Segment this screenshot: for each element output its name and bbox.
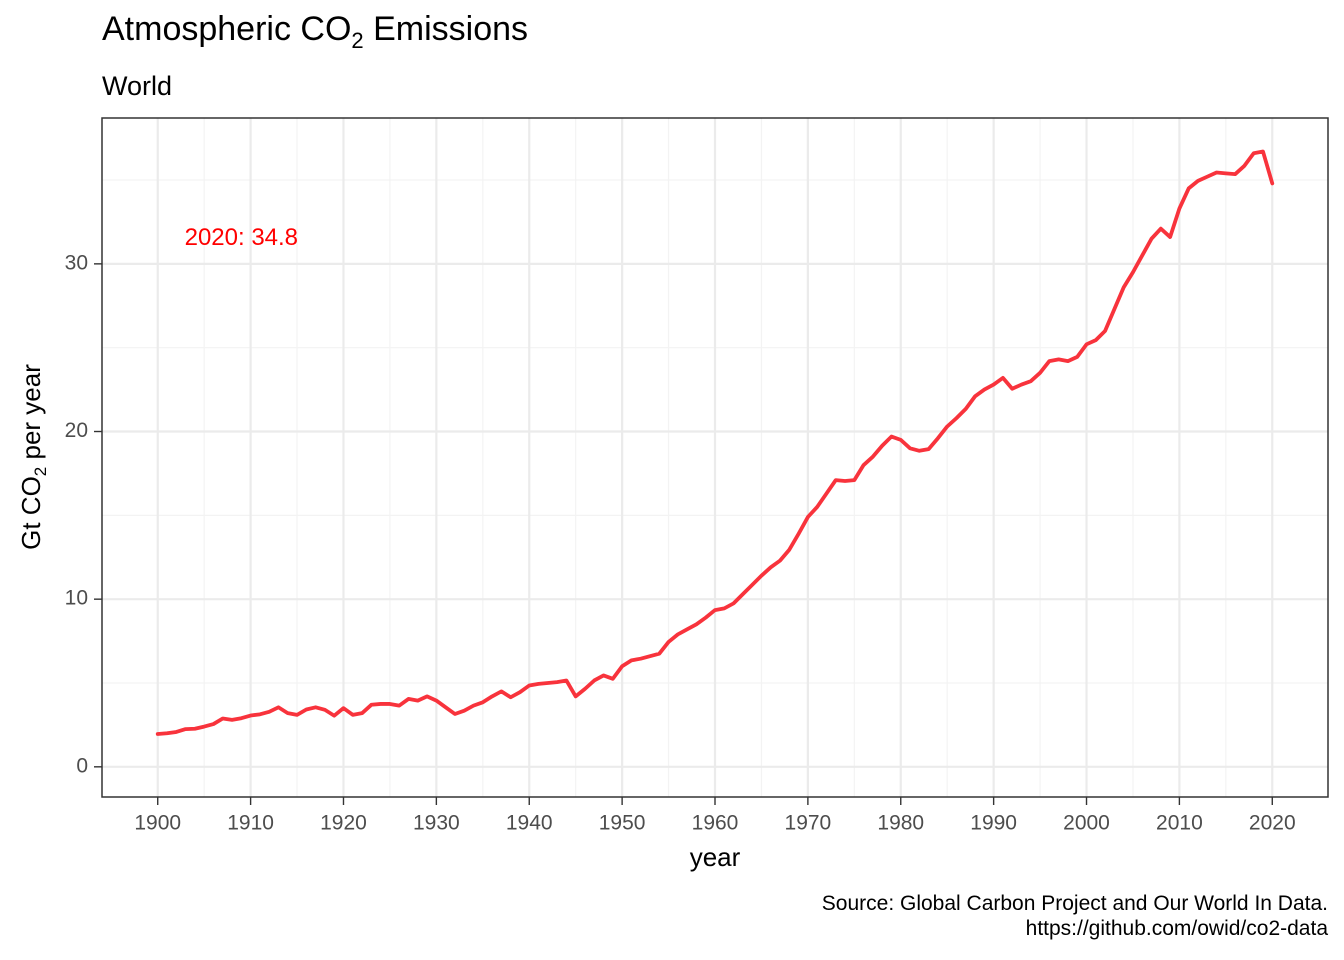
y-axis-title-prefix: Gt CO	[16, 476, 46, 550]
x-tick-label: 1930	[413, 811, 460, 834]
source-note: Source: Global Carbon Project and Our Wo…	[822, 891, 1328, 941]
emissions-line	[155, 149, 1275, 736]
x-tick-label: 1980	[877, 811, 924, 834]
y-axis-title: Gt CO2 per year	[16, 364, 50, 550]
x-tick-label: 1900	[134, 811, 181, 834]
x-tick-label: 2020	[1249, 811, 1296, 834]
x-axis-title: year	[689, 842, 741, 872]
x-tick-label: 1970	[785, 811, 832, 834]
axis-tick-labels: 1900 1910 1920 1930 1940 1950 1960 1970 1980 1990…	[65, 251, 1296, 834]
y-tick-label: 30	[65, 251, 88, 274]
chart-title-subscript: 2	[351, 28, 364, 53]
source-line-1: Source: Global Carbon Project and Our Wo…	[821, 892, 1328, 915]
x-tick-label: 2010	[1156, 811, 1203, 834]
major-gridlines	[102, 118, 1328, 797]
x-tick-label: 1950	[599, 811, 646, 834]
source-line-2: https://github.com/owid/co2-data	[1025, 917, 1328, 940]
chart-title-suffix: Emissions	[363, 10, 529, 48]
annotation-2020-value: 2020: 34.8	[185, 224, 298, 251]
x-tick-label: 1910	[227, 811, 274, 834]
y-tick-label: 0	[76, 754, 88, 777]
y-tick-label: 20	[65, 419, 88, 442]
y-axis-title-suffix: per year	[16, 364, 46, 467]
y-tick-label: 10	[65, 587, 88, 610]
x-tick-label: 1940	[506, 811, 553, 834]
x-tick-label: 1920	[320, 811, 367, 834]
chart-subtitle: World	[102, 71, 173, 101]
y-axis-title-subscript: 2	[31, 466, 50, 477]
chart-title-prefix: Atmospheric CO	[102, 10, 352, 48]
x-tick-label: 1960	[692, 811, 739, 834]
x-tick-label: 1990	[970, 811, 1017, 834]
axis-ticks	[94, 263, 1273, 805]
chart-title: Atmospheric CO2 Emissions	[102, 10, 529, 52]
x-tick-label: 2000	[1063, 811, 1110, 834]
